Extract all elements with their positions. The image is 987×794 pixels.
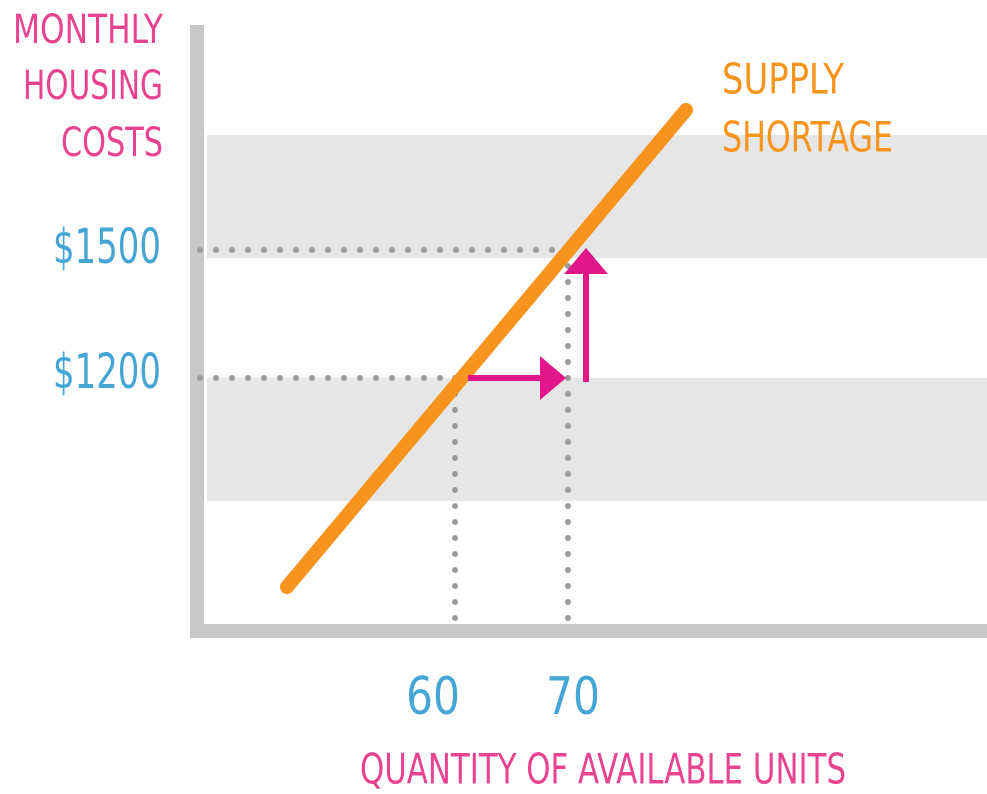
arrow-head [564, 248, 608, 274]
guides [197, 247, 571, 635]
curve-label: SUPPLY [722, 55, 844, 104]
x-tick-label: 60 [406, 667, 460, 727]
supply-curve [280, 103, 693, 594]
y-tick-label: $1500 [53, 219, 161, 275]
arrows [468, 248, 608, 400]
y-axis-label: HOUSING [23, 63, 163, 109]
y-axis-label: COSTS [61, 120, 163, 166]
y-tick-label: $1200 [53, 344, 161, 400]
y-axis-label: MONTHLY [13, 7, 163, 53]
x-axis-label: QUANTITY OF AVAILABLE UNITS [360, 745, 846, 794]
arrow-shaft [468, 375, 544, 381]
x-tick-label: 70 [546, 667, 600, 727]
curve-label: SHORTAGE [722, 113, 893, 162]
band [207, 378, 987, 501]
arrow-shaft [583, 270, 589, 382]
arrow-head [540, 356, 566, 400]
band [207, 135, 987, 258]
